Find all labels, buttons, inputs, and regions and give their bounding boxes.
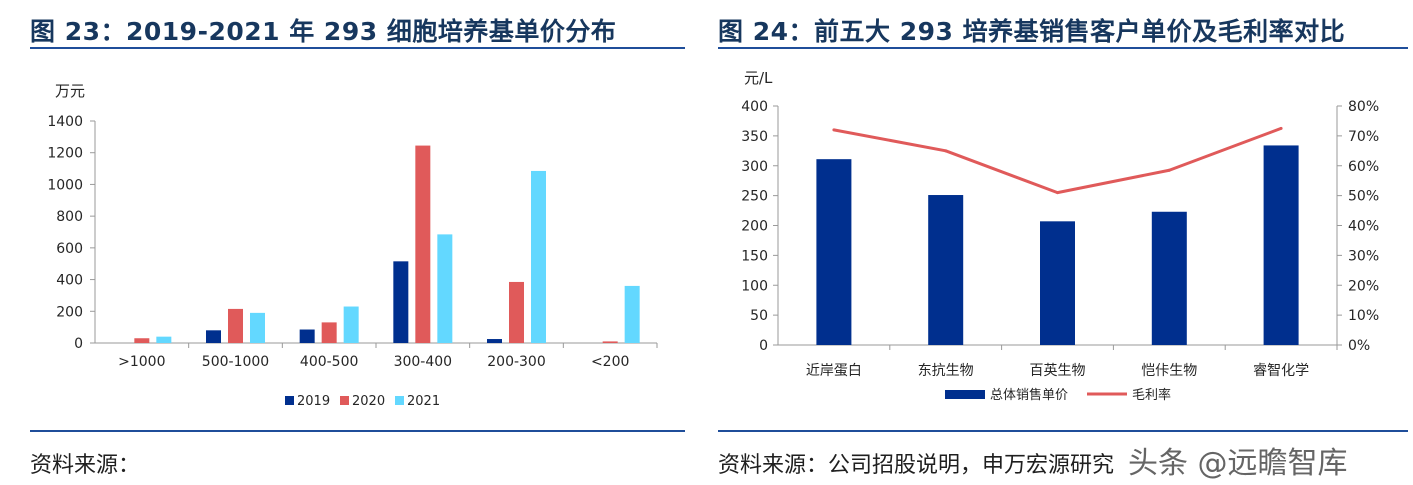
left-y-tick-label: 1400: [47, 114, 83, 130]
left-bar-2019: [206, 330, 221, 343]
right-left-y-tick-label: 100: [741, 278, 768, 294]
left-bar-2019: [487, 339, 502, 343]
right-x-tick-label: 近岸蛋白: [806, 363, 862, 379]
right-x-tick-label: 恺佧生物: [1141, 363, 1197, 379]
left-legend-swatch-2020: [340, 396, 349, 405]
left-y-tick-label: 200: [56, 304, 83, 320]
left-bar-2019: [299, 329, 315, 343]
left-y-tick-label: 400: [56, 273, 83, 289]
right-right-y-tick-label: 80%: [1348, 99, 1379, 115]
left-y-tick-label: 800: [56, 209, 83, 225]
watermark-text: 头条 @远瞻智库: [1128, 446, 1348, 481]
right-right-y-tick-label: 60%: [1348, 159, 1379, 175]
right-figure-title: 图 24：前五大 293 培养基销售客户单价及毛利率对比: [718, 17, 1346, 46]
right-line-point: [1279, 126, 1283, 130]
left-source-rule: [30, 430, 685, 432]
left-x-tick-label: 400-500: [300, 354, 359, 370]
left-bar-2019: [393, 261, 409, 343]
left-bar-2021: [624, 285, 640, 343]
left-source-text: 资料来源：: [30, 453, 141, 478]
right-left-y-tick-label: 350: [741, 129, 768, 145]
right-x-tick-label: 东抗生物: [918, 363, 974, 379]
left-y-unit-label: 万元: [55, 82, 85, 100]
left-x-tick-label: <200: [591, 354, 629, 370]
right-right-y-tick-label: 40%: [1348, 219, 1379, 235]
right-bar-unit-price: [816, 159, 852, 345]
right-line-point: [1167, 168, 1171, 172]
left-bar-2021: [531, 170, 546, 343]
right-x-tick-label: 百英生物: [1030, 362, 1086, 379]
left-x-tick-label: >1000: [118, 354, 165, 370]
left-bar-2021: [156, 336, 172, 343]
right-line-point: [944, 149, 948, 153]
right-right-y-tick-label: 10%: [1348, 308, 1379, 324]
left-bar-2020: [415, 145, 431, 343]
left-bar-2020: [134, 338, 150, 343]
right-bar-unit-price: [1040, 221, 1075, 345]
left-figure-panel: 图 23：2019-2021 年 293 细胞培养基单价分布 万元 0 200 400…: [0, 0, 690, 485]
left-title-rule: [30, 47, 685, 49]
left-legend-swatch-2021: [395, 396, 404, 405]
right-line-gross-margin: [833, 127, 1282, 195]
left-bar-2021: [250, 312, 265, 343]
right-bar-unit-price: [1151, 211, 1187, 345]
left-legend-swatch-2019: [285, 396, 294, 405]
left-legend-label: 2021: [407, 394, 440, 409]
left-x-tick-label: 300-400: [394, 354, 453, 370]
right-left-y-tick-label: 0: [759, 338, 768, 354]
right-bar-unit-price: [1263, 145, 1299, 345]
left-y-tick-label: 0: [74, 336, 83, 352]
right-source-rule: [718, 430, 1408, 432]
right-left-y-tick-label: 400: [741, 99, 768, 115]
right-figure-panel: 图 24：前五大 293 培养基销售客户单价及毛利率对比 元/L 0 50 100 15…: [712, 0, 1413, 485]
right-right-y-tick-label: 0%: [1348, 338, 1370, 354]
right-left-y-tick-label: 50: [750, 308, 768, 324]
right-right-y-tick-label: 50%: [1348, 189, 1379, 205]
left-y-tick-label: 1000: [47, 177, 83, 193]
left-y-tick-label: 1200: [47, 146, 83, 162]
left-x-tick-label: 500-1000: [202, 354, 269, 370]
left-bar-2020: [509, 281, 524, 343]
left-y-tick-label: 600: [56, 241, 83, 257]
left-bar-2021: [437, 234, 453, 343]
left-figure-title: 图 23：2019-2021 年 293 细胞培养基单价分布: [30, 17, 617, 46]
right-line-point: [1056, 191, 1059, 195]
right-legend-label-bar: 总体销售单价: [990, 387, 1068, 403]
left-legend-label: 2020: [352, 394, 385, 409]
right-left-y-tick-label: 200: [741, 219, 768, 235]
right-right-y-tick-label: 20%: [1348, 278, 1379, 294]
right-legend-swatch-bar: [945, 390, 985, 399]
right-bar-unit-price: [928, 195, 964, 345]
right-source-text: 资料来源：公司招股说明，申万宏源研究: [718, 453, 1115, 478]
left-bar-2020: [228, 308, 243, 343]
left-x-tick-label: 200-300: [487, 354, 546, 370]
left-bar-2021: [343, 306, 359, 343]
right-combo-chart: 元/L 0 50 100 150 200 250 300 350 400 0% 10% 20% 30% 40…: [741, 69, 1379, 403]
right-y-unit-label: 元/L: [744, 69, 773, 87]
right-line-point: [832, 128, 836, 132]
right-legend-label-line: 毛利率: [1132, 387, 1171, 403]
right-left-y-tick-label: 150: [741, 248, 768, 264]
right-left-y-tick-label: 250: [741, 189, 768, 205]
right-x-tick-label: 睿智化学: [1253, 363, 1309, 379]
right-right-y-tick-label: 30%: [1348, 248, 1379, 264]
right-left-y-tick-label: 300: [741, 159, 768, 175]
left-bar-2020: [321, 322, 337, 343]
right-title-rule: [718, 47, 1408, 49]
left-legend-label: 2019: [297, 394, 330, 409]
right-right-y-tick-label: 70%: [1348, 129, 1379, 145]
left-bar-chart: 万元 0 200 400 600 800 1000 1200 1400 >1000 500-1000…: [47, 82, 658, 409]
left-bar-2020: [602, 341, 618, 343]
